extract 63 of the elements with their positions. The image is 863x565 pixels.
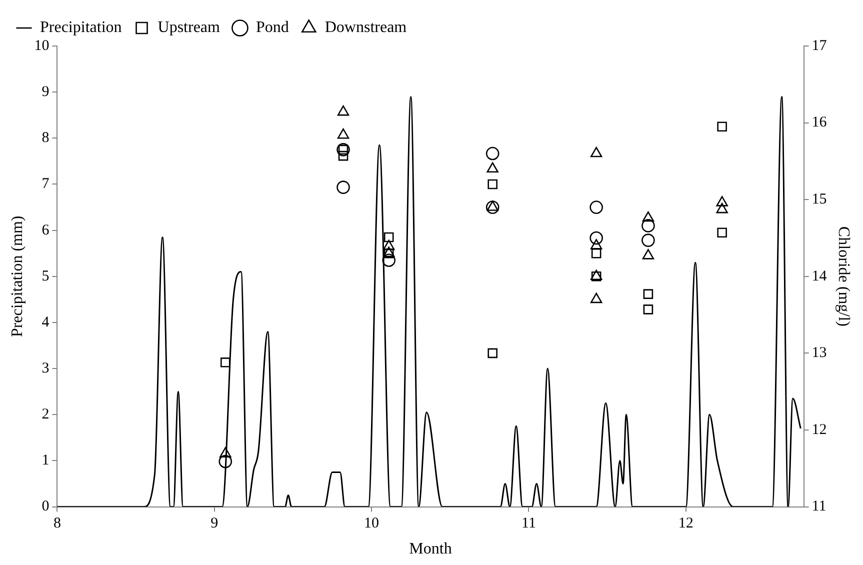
point [488,348,498,358]
y2-axis-title: Chloride (mg/l) [835,226,852,326]
point [220,447,232,458]
y-tick-label: 6 [42,222,50,238]
point [220,358,230,368]
point [716,202,728,214]
legend-label: Precipitation [40,19,122,36]
legend-label: Upstream [158,19,221,36]
y-tick-label: 1 [42,452,50,469]
y2-tick-label: 15 [812,192,827,208]
legend-label: Downstream [324,19,408,36]
point [488,179,498,190]
point [590,200,603,214]
point [486,200,498,211]
point [590,292,602,304]
point [218,454,232,468]
point [383,240,395,250]
point [590,239,602,250]
point [716,196,728,206]
y-tick-label: 10 [34,38,50,54]
point [337,105,350,116]
y2-tick-label: 16 [812,114,828,131]
x-tick-label: 8 [53,516,61,532]
y-tick-label: 8 [42,130,50,146]
point [642,219,655,232]
y2-tick-label: 11 [812,498,826,515]
point [717,228,727,238]
x-tick-label: 11 [522,516,536,532]
y2-tick-label: 12 [812,422,827,438]
point [642,211,654,222]
point [382,254,396,267]
x-axis-title: Month [409,540,452,558]
y-tick-label: 3 [42,360,50,376]
point [643,289,654,299]
point [338,150,348,161]
point [336,180,350,194]
y-tick-label: 7 [42,176,50,192]
y-axis-title: Precipitation (mm) [8,216,26,338]
y-tick-label: 0 [42,498,50,515]
point [590,231,603,245]
point [642,249,654,260]
x-tick-label: 10 [364,516,380,532]
point [642,234,655,247]
point [486,162,498,173]
y-tick-label: 4 [42,314,50,330]
y2-tick-label: 17 [812,38,828,54]
point [590,146,602,158]
point [337,128,350,139]
x-tick-label: 12 [678,516,694,532]
legend-label: Pond [256,19,289,36]
y-tick-label: 2 [42,406,50,423]
point [486,200,500,214]
y2-tick-label: 13 [812,345,827,362]
y2-tick-label: 14 [812,268,828,284]
y-tick-label: 5 [42,268,50,284]
point [643,304,654,314]
point [384,232,394,242]
x-tick-label: 9 [210,516,218,532]
y-tick-label: 9 [42,84,50,100]
point [717,122,727,132]
point [591,248,602,258]
point [486,146,500,160]
line-series [57,96,802,507]
